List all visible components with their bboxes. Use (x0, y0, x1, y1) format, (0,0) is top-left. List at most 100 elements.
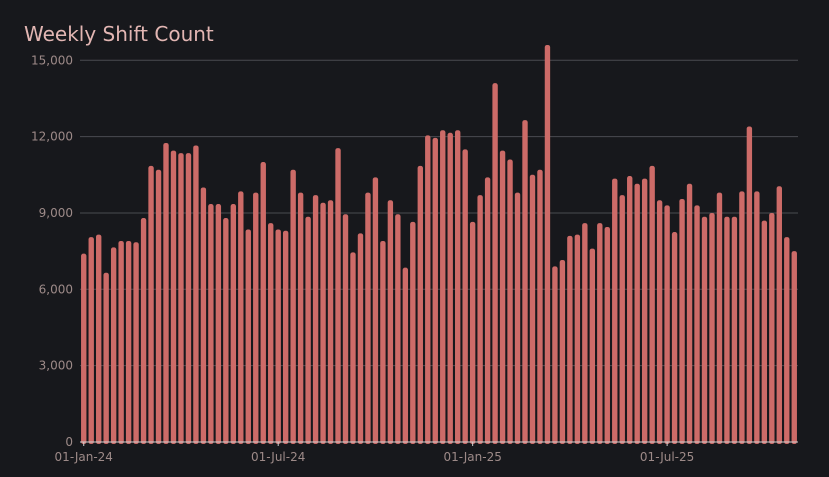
grid-lines (80, 59, 798, 367)
bar (597, 223, 603, 444)
y-tick-label: 9,000 (39, 206, 73, 220)
x-tick-label: 01-Jul-24 (251, 450, 305, 464)
bar (81, 253, 87, 444)
bar (275, 229, 281, 444)
bar (425, 135, 431, 444)
bar (387, 200, 394, 444)
bar (641, 178, 648, 445)
bar (402, 267, 409, 444)
bar (410, 221, 416, 444)
bar (193, 145, 199, 444)
bar (125, 240, 132, 444)
bar (664, 205, 670, 444)
bar (335, 148, 341, 444)
bar (327, 200, 334, 444)
bar (694, 205, 700, 444)
bar (290, 169, 296, 444)
bar (709, 212, 715, 444)
x-tick-label: 01-Jan-25 (443, 450, 501, 464)
bar (724, 216, 730, 444)
bar (253, 192, 259, 444)
bar (656, 200, 663, 444)
bar (776, 186, 782, 445)
bar (649, 165, 655, 444)
bar (582, 223, 588, 444)
bar (701, 216, 708, 444)
bar (507, 159, 513, 444)
bar (88, 237, 94, 444)
bar (155, 169, 162, 444)
bar (574, 234, 581, 444)
bar (200, 187, 207, 444)
bar (440, 130, 446, 444)
bar (634, 183, 640, 444)
y-tick-label: 12,000 (31, 130, 73, 144)
bar (619, 195, 625, 444)
y-tick-label: 0 (65, 435, 73, 449)
bar (357, 233, 364, 444)
bar (365, 192, 371, 444)
bar (178, 153, 184, 444)
bar (731, 216, 738, 444)
bar (395, 214, 401, 444)
bar (432, 137, 438, 444)
bar (492, 83, 498, 445)
bar (320, 202, 326, 444)
bar (746, 126, 753, 444)
bar (529, 174, 536, 445)
y-tick-label: 15,000 (31, 53, 73, 67)
bar (238, 191, 244, 444)
bar (417, 165, 423, 444)
bar (627, 176, 633, 444)
bar (559, 260, 566, 444)
bar (784, 237, 790, 444)
bar (103, 272, 109, 444)
bar (589, 248, 596, 444)
bar (671, 232, 678, 444)
bar (223, 218, 229, 444)
y-axis-ticks: 0 3,000 6,000 9,000 12,000 15,000 (31, 53, 73, 449)
bar (544, 45, 551, 444)
bar (567, 235, 573, 444)
x-tick-label: 01-Jan-24 (55, 450, 113, 464)
bar (716, 192, 723, 444)
bar (140, 218, 147, 444)
bar (514, 192, 521, 444)
bar (462, 149, 468, 444)
bar (537, 169, 543, 444)
bar (342, 214, 349, 444)
bar (469, 221, 476, 444)
bar (133, 242, 139, 444)
bar (484, 177, 491, 444)
bar-series (81, 45, 797, 445)
bar (372, 177, 379, 444)
bar (350, 252, 356, 444)
bar (739, 191, 745, 444)
x-axis-ticks: 01-Jan-24 01-Jul-24 01-Jan-25 01-Jul-25 (55, 442, 694, 464)
bar (118, 240, 124, 444)
bar (761, 220, 768, 444)
bar (769, 212, 775, 444)
bar (185, 153, 192, 444)
bar (552, 266, 558, 444)
bar (230, 204, 237, 444)
y-tick-label: 3,000 (39, 359, 73, 373)
bar (297, 192, 304, 444)
bar (754, 191, 760, 444)
bar (380, 240, 386, 444)
bar (163, 142, 169, 445)
bar (96, 234, 102, 444)
bar (522, 120, 528, 444)
x-tick-label: 01-Jul-25 (640, 450, 694, 464)
bar (455, 130, 461, 444)
bar (245, 229, 251, 444)
bar (170, 150, 177, 445)
bar (477, 195, 483, 444)
bar (148, 165, 154, 444)
bar (791, 251, 797, 444)
bar (260, 162, 266, 444)
bar (447, 132, 453, 445)
bar (110, 247, 117, 444)
bar (215, 204, 222, 444)
